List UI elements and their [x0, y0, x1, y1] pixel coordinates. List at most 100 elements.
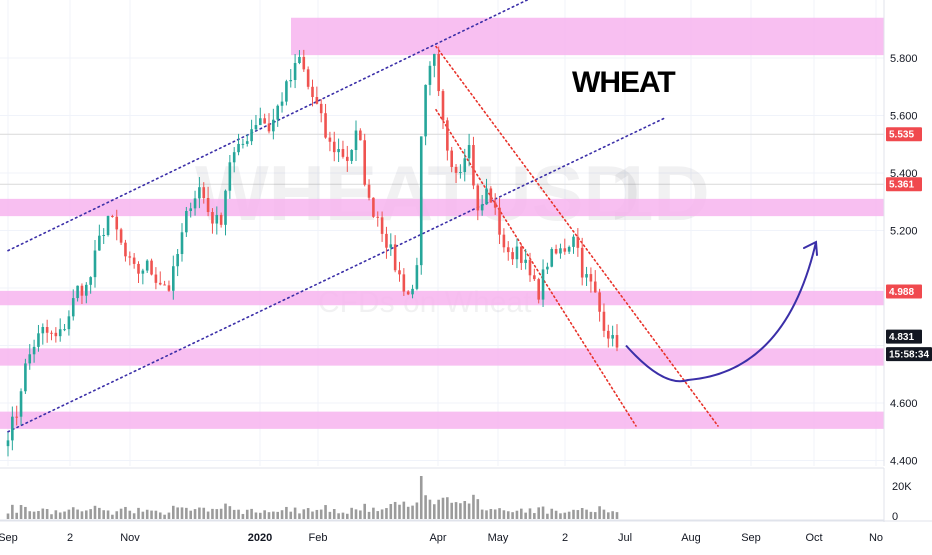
x-tick-label: Nov	[120, 532, 140, 544]
candle-body	[611, 335, 614, 339]
volume-bar	[598, 506, 601, 519]
candle-body	[498, 207, 501, 235]
volume-bar	[150, 510, 153, 519]
volume-bar	[76, 509, 79, 519]
volume-bar	[71, 507, 75, 519]
volume-bar	[245, 509, 249, 519]
candle-body	[367, 184, 371, 198]
candle-body	[393, 244, 397, 271]
volume-bar	[172, 505, 175, 519]
candle-body	[489, 188, 493, 203]
volume-bar	[180, 507, 184, 519]
candle-body	[298, 56, 301, 64]
volume-bar	[541, 506, 545, 519]
candle-body	[332, 141, 336, 153]
volume-bar	[341, 512, 345, 519]
candle-body	[463, 158, 467, 173]
candle-body	[124, 242, 127, 257]
volume-bar	[302, 509, 306, 519]
volume-bar	[285, 506, 288, 519]
candle-body	[415, 265, 419, 289]
volume-bar	[454, 502, 458, 519]
volume-bar	[502, 510, 506, 519]
volume-bar	[267, 512, 271, 519]
candle-body	[567, 246, 571, 252]
volume-bar	[58, 512, 62, 519]
candle-body	[376, 216, 380, 218]
volume-bar	[367, 511, 371, 519]
projection	[625, 240, 818, 383]
candle-body	[263, 118, 266, 124]
candle-body	[119, 229, 123, 243]
candle-body	[115, 216, 119, 230]
volume-bar	[311, 511, 314, 519]
candle-body	[15, 416, 18, 418]
candle-body	[485, 188, 488, 205]
volume-bar	[298, 513, 301, 519]
volume-bar	[6, 513, 10, 519]
volume-bar	[337, 513, 340, 519]
price-tag-label: 5.361	[889, 180, 914, 191]
volume-bar	[32, 511, 36, 519]
volume-bar	[463, 501, 467, 519]
candle-body	[559, 248, 562, 254]
volume-bar	[259, 512, 262, 519]
volume-bar	[528, 508, 532, 519]
candle-body	[528, 259, 532, 276]
candle-body	[89, 277, 92, 285]
candle-body	[45, 327, 49, 333]
candle-body	[280, 101, 284, 106]
volume-bar	[306, 508, 310, 519]
candles	[6, 46, 619, 457]
candle-body	[259, 118, 262, 126]
price-tag-label: 4.831	[889, 332, 914, 343]
candle-body	[537, 279, 540, 300]
price-tag-label: 4.988	[889, 287, 914, 298]
volume-bar	[385, 508, 388, 519]
volume-bar	[167, 512, 171, 519]
candle-body	[472, 145, 475, 186]
candle-body	[11, 416, 14, 441]
volume-bar	[137, 507, 140, 519]
price-tags: 5.535 5.361 4.988 4.831 15:58:34	[886, 127, 932, 362]
price-tag	[886, 127, 922, 142]
candle-body	[37, 333, 40, 347]
y-tick-label: 5.400	[890, 168, 918, 180]
volume-bar	[493, 509, 497, 519]
candle-body	[437, 53, 440, 92]
candle-body	[350, 150, 353, 161]
candle-body	[237, 143, 240, 153]
candle-body	[502, 234, 506, 248]
candle-body	[419, 136, 423, 266]
volume-bar	[158, 512, 162, 519]
candle-body	[406, 291, 410, 295]
volume-bar	[572, 509, 575, 519]
volume-bar	[559, 513, 562, 519]
candle-body	[380, 217, 384, 234]
candle-body	[219, 214, 223, 225]
volume-bar	[293, 507, 297, 519]
volume-bar	[28, 511, 32, 519]
candle-body	[19, 391, 23, 417]
candle-body	[615, 335, 619, 348]
candle-body	[102, 234, 105, 236]
volume-bar	[611, 511, 614, 519]
volume-bar	[250, 508, 253, 519]
candle-body	[506, 247, 510, 253]
y-tick-label: 4.400	[890, 456, 918, 468]
candle-body	[24, 363, 27, 392]
projection-curve	[625, 241, 817, 383]
candle-body	[524, 259, 527, 263]
candle-body	[289, 80, 293, 82]
candle-body	[145, 260, 149, 271]
candle-body	[363, 140, 366, 185]
candle-body	[454, 166, 458, 173]
volume-bar	[602, 509, 606, 519]
candle-body	[476, 185, 480, 211]
candle-body	[372, 197, 375, 217]
volume-bar	[433, 504, 436, 519]
volume-bar	[576, 510, 580, 519]
volume-bar	[580, 508, 584, 519]
volume-bar	[141, 511, 145, 519]
